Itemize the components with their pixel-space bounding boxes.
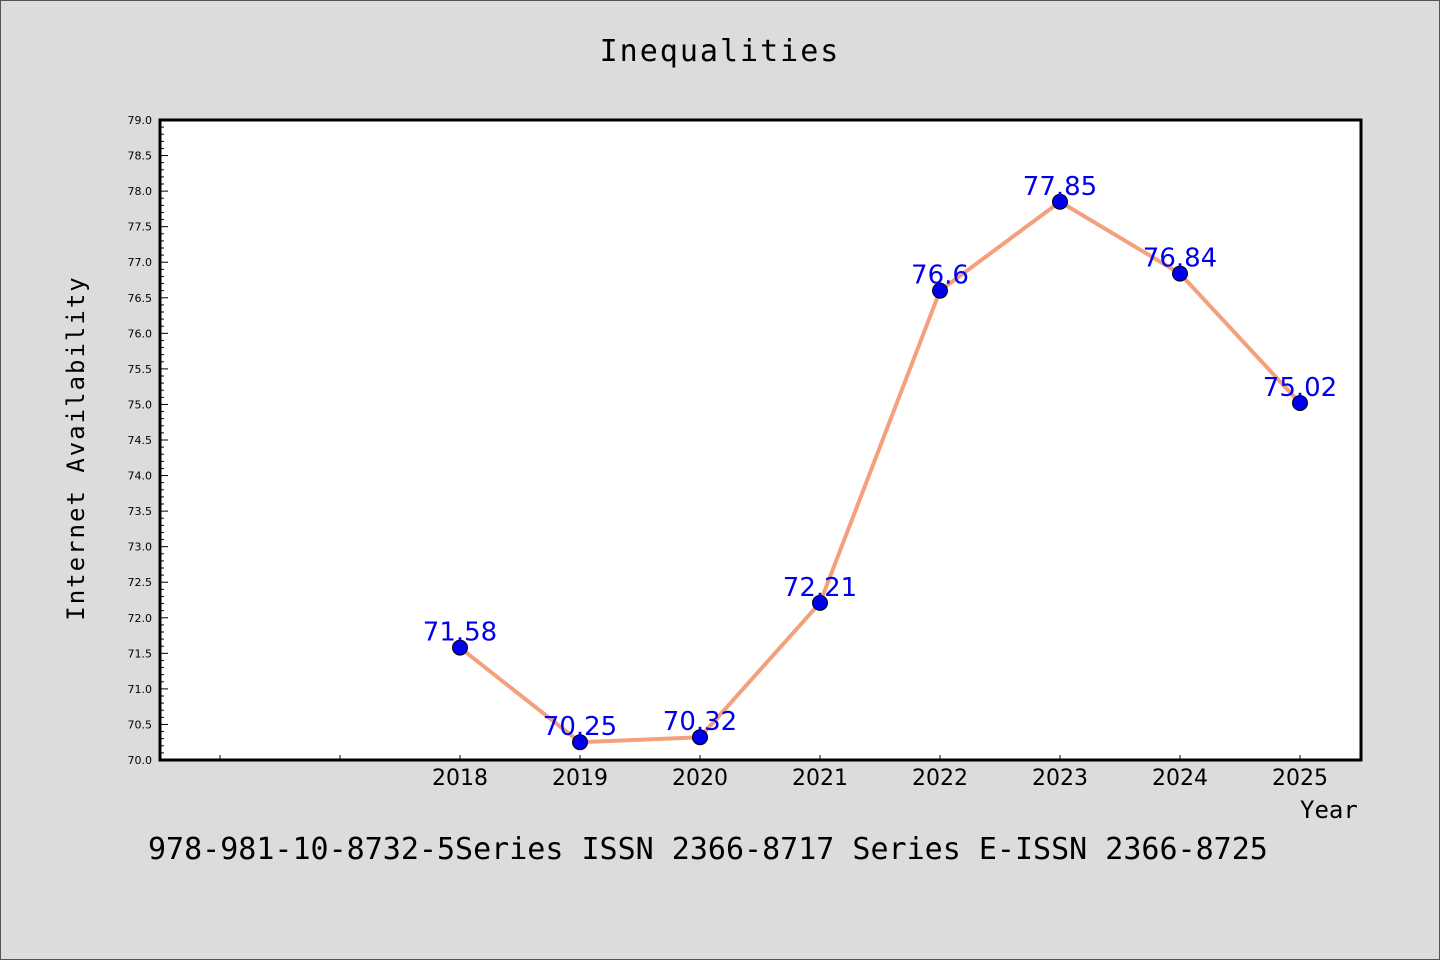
y-tick-label: 79.0 [128, 114, 153, 127]
x-axis: 2018 2019 2020 2021 2022 2023 2024 2025 [219, 755, 1328, 791]
data-point [1052, 193, 1068, 210]
data-label: 75.02 [1263, 373, 1337, 403]
data-point [1172, 265, 1188, 282]
y-tick-label: 71.5 [128, 647, 153, 660]
data-label: 72.21 [783, 573, 857, 603]
footer-text: 978-981-10-8732-5Series ISSN 2366-8717 S… [148, 832, 1268, 867]
data-label: 71.58 [423, 618, 497, 648]
y-tick-label: 78.5 [128, 150, 153, 163]
data-label: 76.84 [1143, 244, 1217, 274]
series-line [458, 199, 1302, 745]
y-axis: 70.0 70.5 71.0 71.5 72.0 72.5 73.0 73.5 74.0 74.5… [128, 114, 168, 767]
y-tick-label: 73.5 [128, 505, 153, 518]
data-point [572, 734, 588, 751]
x-tick-label: 2024 [1152, 766, 1208, 791]
y-tick-label: 73.0 [128, 541, 153, 554]
data-point [812, 594, 828, 611]
chart-title: Inequalities [599, 34, 841, 69]
x-tick-label: 2020 [672, 766, 728, 791]
y-tick-label: 70.0 [128, 754, 153, 767]
data-series: 71.58 70.25 70.32 72.21 76.6 77.85 76.84 75.02 [423, 172, 1337, 751]
y-tick-label: 72.0 [128, 612, 153, 625]
y-tick-label: 71.0 [128, 683, 153, 696]
y-tick-label: 76.0 [128, 327, 153, 340]
y-tick-label: 75.0 [128, 398, 153, 411]
y-tick-label: 78.0 [128, 185, 153, 198]
x-tick-label: 2021 [792, 766, 848, 791]
y-tick-label: 70.5 [128, 718, 153, 731]
x-tick-label: 2022 [912, 766, 968, 791]
data-point [932, 282, 948, 299]
x-tick-label: 2025 [1272, 766, 1328, 791]
y-tick-label: 75.5 [128, 363, 153, 376]
y-tick-label: 74.0 [128, 470, 153, 483]
y-tick-label: 77.5 [128, 221, 153, 234]
data-point [1292, 395, 1308, 412]
y-tick-label: 76.5 [128, 292, 153, 305]
data-point [692, 729, 708, 746]
data-point [452, 639, 468, 656]
data-label: 70.25 [543, 712, 617, 742]
data-label: 76.6 [911, 261, 969, 291]
x-tick-label: 2019 [552, 766, 608, 791]
y-tick-label: 72.5 [128, 576, 153, 589]
plot-area [158, 118, 1363, 762]
data-label: 70.32 [663, 707, 737, 737]
x-tick-label: 2018 [432, 766, 488, 791]
y-tick-label: 74.5 [128, 434, 153, 447]
y-tick-label: 77.0 [128, 256, 153, 269]
x-axis-label: Year [1300, 796, 1358, 824]
data-label: 77.85 [1023, 172, 1097, 202]
x-tick-label: 2023 [1032, 766, 1088, 791]
